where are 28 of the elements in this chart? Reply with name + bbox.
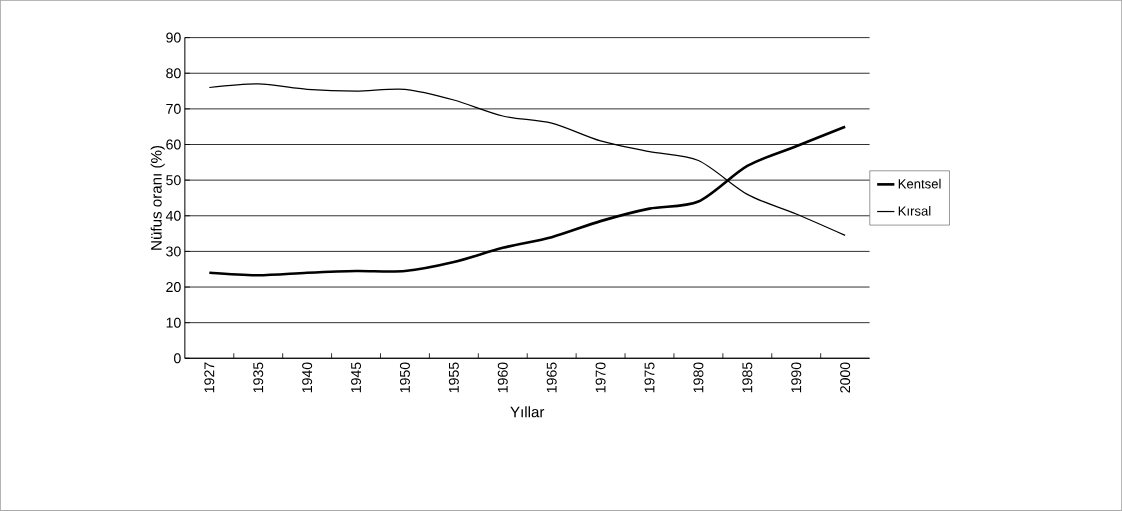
- y-tick-label: 70: [166, 103, 181, 114]
- x-tick-label: 1950: [399, 362, 410, 393]
- y-tick-label: 10: [166, 317, 181, 328]
- x-tick-label: 1940: [302, 362, 313, 393]
- x-tick-label: 1985: [742, 362, 753, 393]
- x-tick-label: 1935: [253, 362, 264, 393]
- x-tick-label: 1955: [448, 362, 459, 393]
- legend-label: Kırsal: [898, 206, 931, 216]
- x-tick-label: 1975: [644, 362, 655, 393]
- y-tick-label: 60: [166, 139, 181, 150]
- x-tick-label: 1970: [595, 362, 606, 393]
- y-axis-title: Nüfus oranı (%): [150, 146, 165, 250]
- y-tick-label: 20: [166, 282, 181, 293]
- x-tick-label: 1945: [351, 362, 362, 393]
- y-tick-label: 90: [166, 32, 181, 43]
- x-tick-label: 1960: [497, 362, 508, 393]
- y-tick-label: 50: [166, 175, 181, 186]
- y-tick-label: 0: [174, 353, 181, 364]
- y-tick-label: 80: [166, 68, 181, 79]
- x-axis-title: Yıllar: [510, 406, 545, 418]
- y-tick-label: 30: [166, 246, 181, 257]
- legend-label: Kentsel: [898, 178, 941, 189]
- x-tick-label: 1990: [791, 362, 802, 393]
- x-tick-label: 1965: [546, 362, 557, 393]
- x-tick-label: 2000: [840, 362, 851, 393]
- y-tick-label: 40: [165, 210, 181, 221]
- x-tick-label: 1980: [693, 362, 704, 393]
- x-tick-label: 1927: [204, 362, 215, 393]
